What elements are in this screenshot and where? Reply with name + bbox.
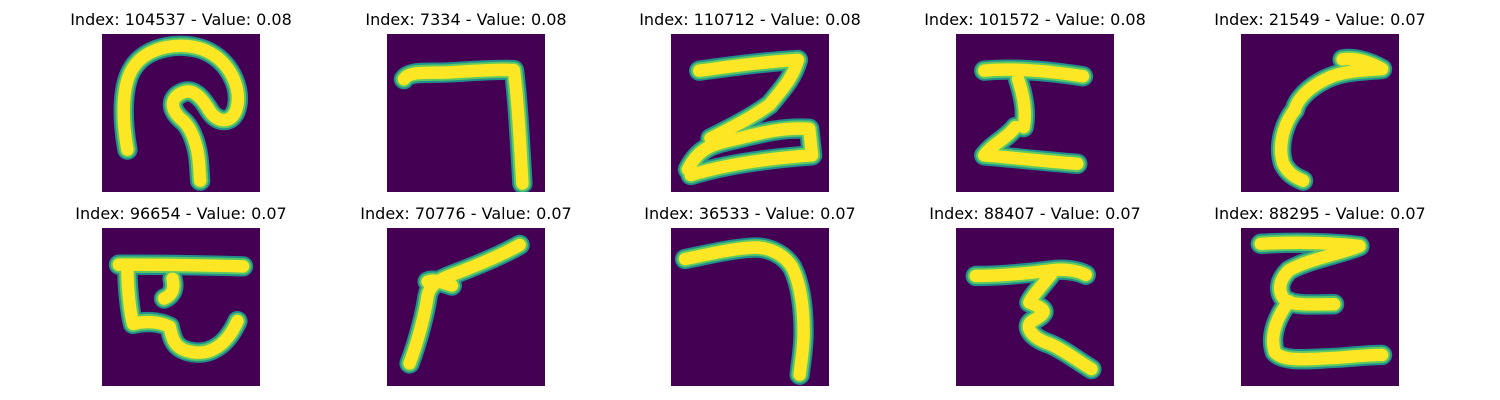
stroke-segment	[117, 39, 245, 187]
panel-title: Index: 21549 - Value: 0.07	[1214, 10, 1426, 29]
panel-9: Index: 88295 - Value: 0.07	[1178, 204, 1462, 386]
stroke-segment	[693, 53, 805, 111]
stroke-segment	[1288, 52, 1389, 117]
stroke-segment	[121, 261, 199, 359]
stroke-segment	[1274, 103, 1310, 187]
handwritten-stroke	[1270, 48, 1393, 191]
handwritten-stroke	[399, 234, 530, 374]
handwritten-stroke	[974, 59, 1094, 174]
stroke-segment	[421, 274, 459, 292]
digit-image	[671, 228, 829, 386]
stroke-segment	[969, 263, 1092, 283]
digit-image	[671, 34, 829, 192]
panel-title: Index: 101572 - Value: 0.08	[924, 10, 1146, 29]
panel-title: Index: 88407 - Value: 0.07	[929, 204, 1141, 223]
panel-1: Index: 7334 - Value: 0.08	[324, 10, 608, 192]
panel-8: Index: 88407 - Value: 0.07	[893, 204, 1177, 386]
stroke-segment	[1254, 236, 1366, 311]
panel-5: Index: 96654 - Value: 0.07	[39, 204, 323, 386]
panel-0: Index: 104537 - Value: 0.08	[39, 10, 323, 192]
panel-title: Index: 88295 - Value: 0.07	[1214, 204, 1426, 223]
handwritten-stroke	[674, 237, 814, 385]
panel-title: Index: 70776 - Value: 0.07	[360, 204, 572, 223]
panel-title: Index: 36533 - Value: 0.07	[644, 204, 856, 223]
panel-6: Index: 70776 - Value: 0.07	[324, 204, 608, 386]
stroke-segment	[1011, 72, 1032, 134]
stroke-segment	[157, 272, 180, 305]
digit-image	[1241, 228, 1399, 386]
digit-image	[1241, 34, 1399, 192]
handwritten-stroke	[113, 35, 249, 191]
handwritten-stroke	[1250, 232, 1393, 370]
handwritten-stroke	[677, 49, 823, 186]
handwritten-stroke	[108, 254, 254, 363]
stroke-segment	[112, 258, 250, 273]
stroke-segment	[397, 63, 529, 190]
panel-2: Index: 110712 - Value: 0.08	[608, 10, 892, 192]
panel-3: Index: 101572 - Value: 0.08	[893, 10, 1177, 192]
digit-image	[387, 34, 545, 192]
stroke-segment	[681, 122, 819, 182]
panel-4: Index: 21549 - Value: 0.07	[1178, 10, 1462, 192]
digit-image	[102, 34, 260, 192]
stroke-segment	[978, 120, 1084, 170]
panel-title: Index: 110712 - Value: 0.08	[639, 10, 861, 29]
stroke-segment	[1266, 295, 1389, 366]
digit-image	[387, 228, 545, 386]
stroke-segment	[186, 314, 244, 359]
handwritten-stroke	[965, 259, 1102, 380]
digit-image	[956, 228, 1114, 386]
digit-image	[956, 34, 1114, 192]
stroke-segment	[704, 98, 776, 145]
panel-7: Index: 36533 - Value: 0.07	[608, 204, 892, 386]
digit-image	[102, 228, 260, 386]
panel-title: Index: 104537 - Value: 0.08	[70, 10, 292, 29]
panel-title: Index: 7334 - Value: 0.08	[365, 10, 567, 29]
stroke-segment	[978, 63, 1090, 83]
stroke-segment	[1022, 266, 1098, 376]
panel-title: Index: 96654 - Value: 0.07	[75, 204, 287, 223]
handwritten-stroke	[393, 59, 533, 192]
stroke-segment	[678, 241, 810, 381]
